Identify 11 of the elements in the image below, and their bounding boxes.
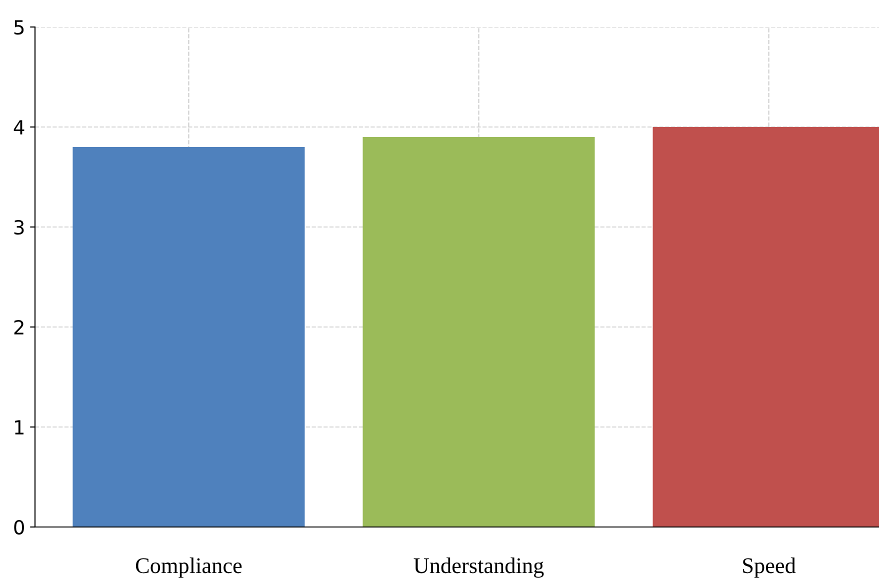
y-tick-label: 0	[14, 520, 24, 535]
y-tick-label: 5	[14, 20, 24, 35]
x-tick-label: Speed	[743, 558, 796, 578]
bar	[362, 137, 595, 527]
y-tick-label: 4	[14, 120, 24, 134]
y-tick-label: 2	[14, 320, 24, 334]
x-tick-label: Understanding	[414, 558, 544, 578]
y-tick-label: 3	[14, 220, 24, 235]
x-tick-label: Compliance	[136, 558, 242, 578]
bar	[72, 147, 305, 527]
y-tick-label: 1	[15, 420, 24, 434]
